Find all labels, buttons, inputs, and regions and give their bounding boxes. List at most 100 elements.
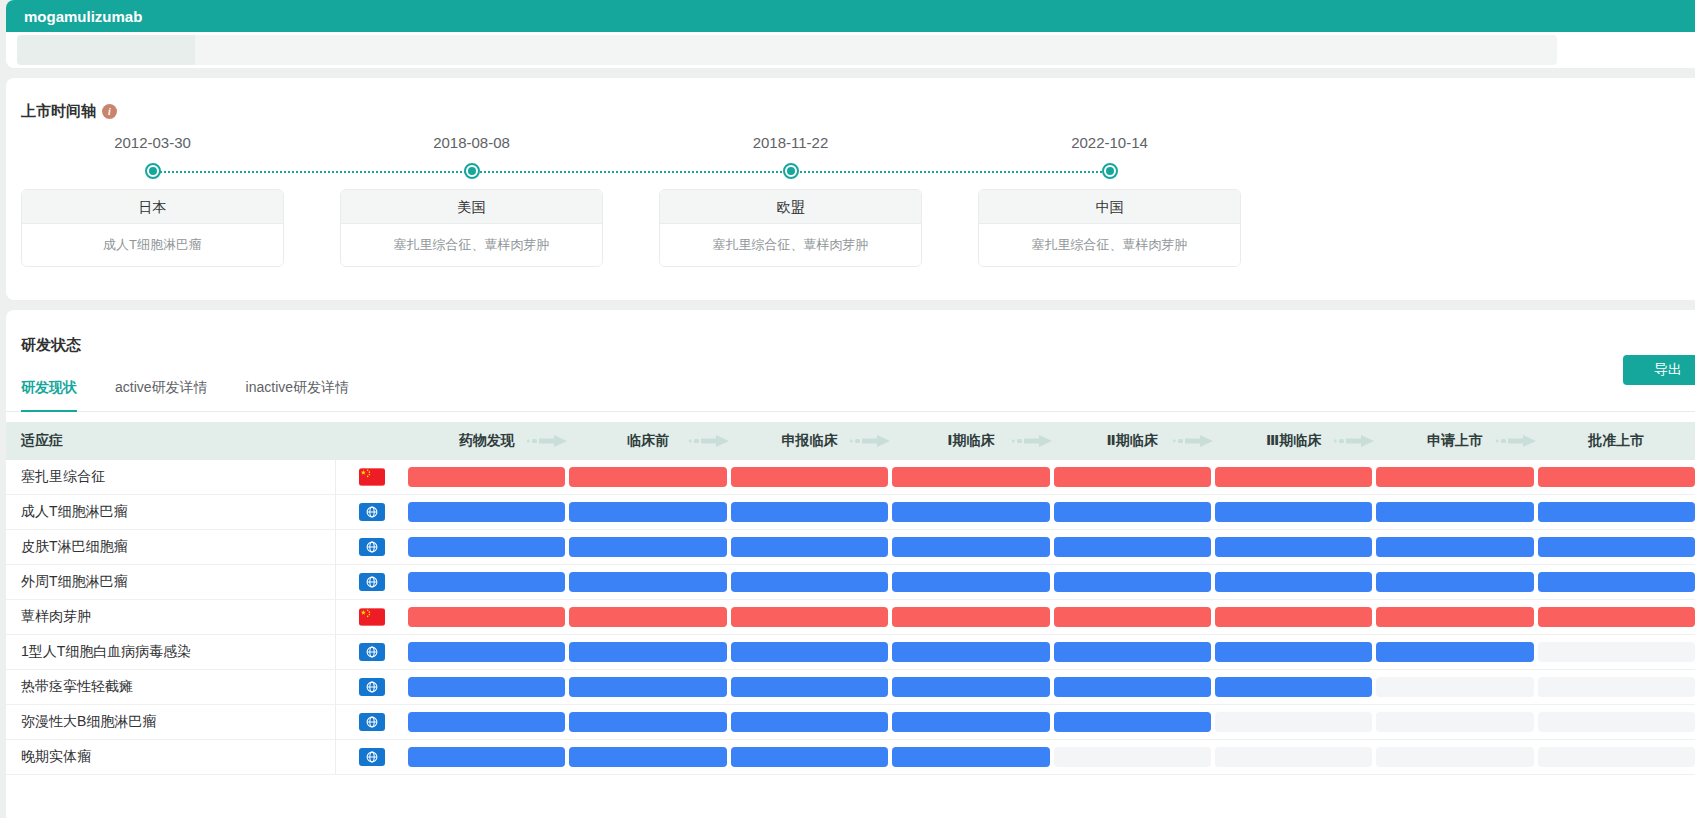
timeline-indications: 成人T细胞淋巴瘤 bbox=[22, 224, 283, 266]
phase-bar-filled bbox=[1376, 502, 1533, 522]
timeline-dot-icon bbox=[1102, 163, 1118, 179]
phase-bar-filled bbox=[569, 747, 726, 767]
phase-bar-filled bbox=[731, 712, 888, 732]
timeline-title: 上市时间轴 bbox=[21, 102, 96, 121]
timeline-dot-icon bbox=[145, 163, 161, 179]
phase-bar-filled bbox=[569, 712, 726, 732]
table-row: 1型人T细胞白血病病毒感染 bbox=[6, 635, 1695, 670]
phase-bar-filled bbox=[892, 607, 1049, 627]
phase-bar-filled bbox=[892, 712, 1049, 732]
phase-bar-filled bbox=[1054, 642, 1211, 662]
timeline-region-card: 日本 成人T细胞淋巴瘤 bbox=[21, 189, 284, 267]
globe-icon bbox=[359, 538, 385, 556]
phase-bar-filled bbox=[892, 572, 1049, 592]
timeline-item: 2018-11-22 欧盟 塞扎里综合征、蕈样肉芽肿 bbox=[659, 134, 922, 267]
phase-bar-filled bbox=[408, 642, 565, 662]
phase-arrow-icon bbox=[850, 435, 892, 447]
indication-label: 成人T细胞淋巴瘤 bbox=[6, 495, 336, 529]
page: mogamulizumab 上市时间轴 i 2012-03-30 日本 成人T细… bbox=[0, 0, 1695, 818]
phase-bar-filled bbox=[569, 467, 726, 487]
phase-arrow-icon bbox=[689, 435, 731, 447]
indication-label: 热带痉挛性轻截瘫 bbox=[6, 670, 336, 704]
phase-bar-filled bbox=[892, 677, 1049, 697]
table-header-row: 适应症 药物发现 临床前 申报临床 Ⅰ期临床 bbox=[6, 422, 1695, 460]
indication-label: 弥漫性大B细胞淋巴瘤 bbox=[6, 705, 336, 739]
timeline-item: 2012-03-30 日本 成人T细胞淋巴瘤 bbox=[21, 134, 284, 267]
phase-bar-filled bbox=[892, 467, 1049, 487]
drug-title-bar: mogamulizumab bbox=[6, 0, 1695, 32]
phase-bar-empty bbox=[1538, 747, 1695, 767]
phase-bar-filled bbox=[408, 502, 565, 522]
phase-bar-filled bbox=[408, 607, 565, 627]
timeline-date: 2022-10-14 bbox=[1071, 134, 1148, 158]
rd-tabs: 研发现状 active研发详情 inactive研发详情 bbox=[6, 379, 1695, 412]
phase-bar-filled bbox=[1376, 607, 1533, 627]
timeline-date: 2018-11-22 bbox=[753, 134, 829, 158]
rd-tab-0[interactable]: 研发现状 bbox=[21, 379, 77, 412]
phase-bar-filled bbox=[892, 502, 1049, 522]
phase-bar-filled bbox=[408, 467, 565, 487]
timeline-region: 美国 bbox=[341, 190, 602, 224]
substrip-placeholder-left bbox=[17, 35, 195, 65]
timeline-dot-icon bbox=[464, 163, 480, 179]
phase-bar-filled bbox=[731, 747, 888, 767]
phase-bar-filled bbox=[569, 537, 726, 557]
timeline-dot-icon bbox=[783, 163, 799, 179]
phase-bar-empty bbox=[1538, 642, 1695, 662]
globe-icon bbox=[359, 713, 385, 731]
indication-label: 外周T细胞淋巴瘤 bbox=[6, 565, 336, 599]
phase-bar-filled bbox=[1538, 502, 1695, 522]
phase-arrow-icon bbox=[1496, 435, 1538, 447]
timeline-region-card: 中国 塞扎里综合征、蕈样肉芽肿 bbox=[978, 189, 1241, 267]
phase-bar-filled bbox=[1376, 572, 1533, 592]
rd-tab-1[interactable]: active研发详情 bbox=[115, 379, 208, 411]
phase-bar-filled bbox=[731, 467, 888, 487]
globe-icon bbox=[359, 573, 385, 591]
phase-bar-filled bbox=[569, 642, 726, 662]
phase-bar-filled bbox=[1054, 677, 1211, 697]
phase-bar-filled bbox=[1054, 537, 1211, 557]
phase-bar-filled bbox=[1376, 537, 1533, 557]
globe-icon bbox=[359, 503, 385, 521]
timeline-region: 日本 bbox=[22, 190, 283, 224]
table-row: 成人T细胞淋巴瘤 bbox=[6, 495, 1695, 530]
rd-status-card: 研发状态 导出 研发现状active研发详情inactive研发详情 适应症 药… bbox=[6, 310, 1695, 818]
phase-bar-filled bbox=[1215, 607, 1372, 627]
export-button[interactable]: 导出 bbox=[1623, 355, 1695, 385]
phase-bar-filled bbox=[1538, 467, 1695, 487]
phase-bar-filled bbox=[1215, 502, 1372, 522]
phase-bar-filled bbox=[569, 572, 726, 592]
indication-label: 1型人T细胞白血病病毒感染 bbox=[6, 635, 336, 669]
phase-bar-filled bbox=[408, 572, 565, 592]
globe-icon bbox=[359, 678, 385, 696]
rd-tab-2[interactable]: inactive研发详情 bbox=[246, 379, 349, 411]
timeline-date: 2018-08-08 bbox=[433, 134, 510, 158]
phase-bar-filled bbox=[1215, 642, 1372, 662]
table-row: 外周T细胞淋巴瘤 bbox=[6, 565, 1695, 600]
timeline-indications: 塞扎里综合征、蕈样肉芽肿 bbox=[341, 224, 602, 266]
phase-arrow-icon bbox=[1173, 435, 1215, 447]
substrip-placeholder-right bbox=[195, 35, 1557, 65]
indication-label: 皮肤T淋巴细胞瘤 bbox=[6, 530, 336, 564]
timeline-region-card: 美国 塞扎里综合征、蕈样肉芽肿 bbox=[340, 189, 603, 267]
info-icon[interactable]: i bbox=[102, 104, 117, 119]
phase-bar-filled bbox=[892, 642, 1049, 662]
phase-bar-filled bbox=[1376, 467, 1533, 487]
phase-bar-empty bbox=[1054, 747, 1211, 767]
phase-bar-filled bbox=[569, 677, 726, 697]
timeline-item: 2018-08-08 美国 塞扎里综合征、蕈样肉芽肿 bbox=[340, 134, 603, 267]
timeline-indications: 塞扎里综合征、蕈样肉芽肿 bbox=[979, 224, 1240, 266]
phase-bar-empty bbox=[1538, 712, 1695, 732]
drug-title: mogamulizumab bbox=[24, 8, 142, 25]
globe-icon bbox=[359, 748, 385, 766]
phase-bar-filled bbox=[1538, 607, 1695, 627]
phase-bar-filled bbox=[731, 607, 888, 627]
timeline-region-card: 欧盟 塞扎里综合征、蕈样肉芽肿 bbox=[659, 189, 922, 267]
phase-bar-filled bbox=[1215, 572, 1372, 592]
table-row: 皮肤T淋巴细胞瘤 bbox=[6, 530, 1695, 565]
indication-label: 塞扎里综合征 bbox=[6, 460, 336, 494]
phase-bar-filled bbox=[408, 677, 565, 697]
indication-column-header: 适应症 bbox=[6, 432, 336, 450]
phase-bar-empty bbox=[1215, 747, 1372, 767]
phase-bar-empty bbox=[1376, 712, 1533, 732]
